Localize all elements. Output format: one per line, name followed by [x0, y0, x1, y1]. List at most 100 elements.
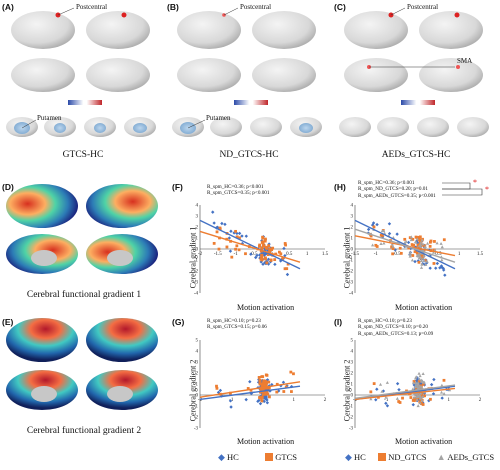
aeds-point: [420, 379, 425, 383]
gtcs-point: [421, 403, 425, 406]
legend-aeds-gtcs-marker: ▲: [436, 452, 446, 462]
gtcs-point: [258, 244, 261, 248]
y-tick-label: 2: [351, 226, 354, 231]
panel-label-f: (F): [172, 182, 183, 192]
gtcs-point: [261, 235, 264, 239]
panel-label-h: (H): [334, 182, 346, 192]
aeds-point: [382, 229, 386, 233]
hc-point: [395, 232, 399, 236]
legend-nd-gtcs-marker: [378, 453, 387, 461]
gtcs-point: [423, 259, 427, 262]
panel-label-e: (E): [2, 317, 14, 327]
hc-point: [395, 381, 400, 386]
gtcs-point: [417, 392, 421, 396]
aeds-point: [421, 395, 425, 398]
aeds-point: [411, 387, 415, 391]
gtcs-point: [261, 388, 264, 391]
aeds-point: [439, 390, 444, 394]
panel-g-stats: R_spm_HC=0.10; p=0.23 R_spm_GTCS=0.15; p…: [207, 318, 267, 331]
gtcs-point: [410, 243, 414, 246]
gtcs-point: [412, 380, 416, 383]
hc-point: [371, 221, 376, 225]
panel-i-ylabel: Cerebral gradient 2: [342, 359, 352, 422]
fit-line-hc: [354, 219, 456, 270]
gtcs-point: [409, 396, 413, 399]
y-tick-label: 4: [196, 204, 199, 209]
putamen-blob: [14, 122, 30, 134]
aeds-point: [371, 243, 375, 247]
panel-g-ylabel: Cerebral gradient 2: [188, 359, 198, 422]
gtcs-point: [278, 250, 281, 254]
x-tick-label: -1.5: [214, 252, 222, 257]
gtcs-point: [262, 383, 266, 387]
aeds-point: [419, 259, 424, 262]
y-tick-label: -2: [349, 270, 354, 275]
gtcs-point: [259, 257, 263, 261]
gtcs-point: [284, 243, 287, 247]
panel-d-caption: Cerebral functional gradient 1: [26, 290, 142, 300]
gtcs-point: [260, 247, 264, 251]
gtcs-point: [284, 385, 288, 389]
aeds-point: [440, 245, 444, 249]
hc-point: [249, 252, 253, 256]
legend-aeds-gtcs-label: AEDs_GTCS: [447, 452, 495, 462]
x-tick-label: 1: [458, 252, 461, 257]
aeds-point: [409, 235, 413, 239]
legend-right: ◆ HC ND_GTCS ▲ AEDs_GTCS: [345, 452, 494, 463]
aeds-point: [447, 388, 452, 392]
gtcs-point: [391, 252, 395, 256]
aeds-point: [395, 396, 399, 400]
x-tick-label: 2: [479, 398, 482, 403]
aeds-point: [379, 242, 383, 245]
hc-point: [223, 222, 227, 227]
hc-point: [261, 262, 265, 266]
panel-i-stats: R_spm_HC=0.10; p=0.23 R_spm_ND_GTCS=0.10…: [358, 318, 433, 337]
hc-point: [385, 404, 390, 408]
gtcs-point: [267, 386, 271, 390]
gtcs-point: [259, 396, 263, 400]
hc-point: [248, 380, 252, 384]
gtcs-point: [428, 240, 432, 244]
x-tick-label: 1.5: [322, 252, 329, 257]
panel-b-brains: [172, 11, 322, 137]
y-tick-label: 1: [351, 383, 354, 388]
gtcs-point: [412, 243, 416, 247]
legend-hc-label: HC: [354, 452, 366, 462]
gtcs-point: [262, 379, 266, 383]
hc-point: [375, 387, 379, 391]
aeds-point: [418, 374, 422, 378]
y-tick-label: -2: [194, 416, 199, 421]
gtcs-point: [421, 382, 425, 386]
gtcs-point: [234, 229, 237, 233]
aeds-point: [384, 395, 388, 399]
aeds-point: [416, 386, 420, 390]
panel-i-xlabel: Motion activation: [395, 437, 453, 446]
gtcs-point: [398, 246, 402, 250]
gtcs-point: [225, 245, 229, 249]
gtcs-point: [215, 384, 218, 388]
panel-label-b: (B): [167, 2, 179, 12]
aeds-point: [412, 395, 416, 399]
legend-left: ◆ HC GTCS: [218, 452, 297, 463]
hc-point: [263, 395, 267, 399]
aeds-point: [421, 256, 425, 260]
gtcs-point: [215, 230, 219, 234]
gtcs-point: [264, 237, 267, 241]
gtcs-point: [419, 402, 423, 405]
aeds-point: [419, 255, 423, 259]
y-tick-label: -3: [349, 281, 354, 286]
aeds-point: [369, 397, 373, 401]
significance-star: *: [485, 185, 489, 194]
gtcs-point: [416, 243, 420, 247]
aeds-point: [425, 241, 430, 245]
y-tick-label: 2: [196, 372, 199, 377]
gtcs-point: [259, 388, 263, 392]
y-tick-label: 5: [351, 339, 354, 344]
aeds-point: [415, 397, 419, 401]
aeds-point: [410, 258, 415, 262]
aeds-point: [414, 381, 418, 385]
gtcs-point: [417, 379, 421, 383]
stat-line: R_spm_HC=0.10; p=0.23: [207, 318, 261, 324]
gtcs-point: [420, 254, 423, 258]
hc-point: [435, 261, 440, 266]
